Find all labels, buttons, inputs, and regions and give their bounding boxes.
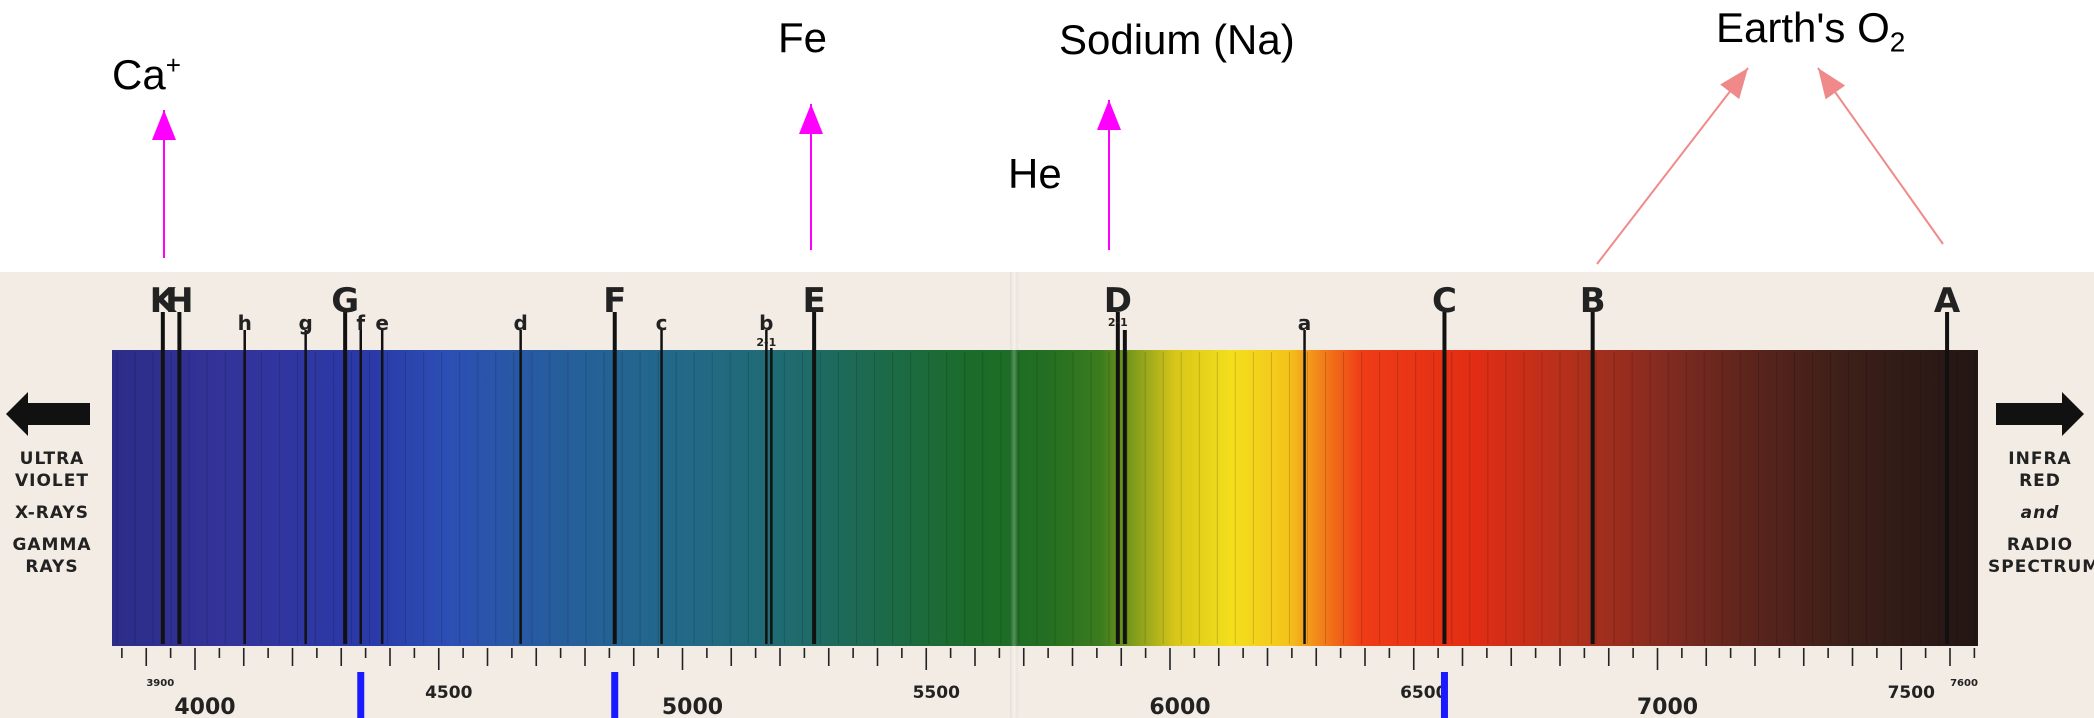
fraunhofer-label-H: H (165, 281, 193, 321)
axis-tick-label-4000: 4000 (174, 695, 235, 718)
axis-tick-label-6500: 6500 (1400, 683, 1447, 703)
axis-small-label-3900: 3900 (146, 678, 174, 689)
axis-tick-label-5000: 5000 (662, 695, 723, 718)
fraunhofer-sublabel-D: 2-1 (1108, 316, 1128, 329)
sodium-label: Sodium (Na) (1059, 16, 1295, 64)
oxygen-arrow-a-head-icon (1818, 68, 1846, 100)
blue-marker-4340 (357, 672, 365, 718)
oxygen-label-text: Earth's O (1716, 4, 1890, 51)
calcium-arrow-head-icon (152, 110, 176, 140)
right-arrow-icon (2062, 392, 2084, 436)
axis-tick-label-6000: 6000 (1149, 695, 1210, 718)
infrared-side-label: INFRA RED and RADIO SPECTRUM (1988, 448, 2094, 578)
oxygen-arrow-b-shaft (1596, 67, 1749, 265)
helium-label: He (1008, 150, 1062, 198)
axis-tick-label-4500: 4500 (425, 683, 472, 703)
fraunhofer-label-C: C (1432, 281, 1457, 321)
sodium-arrow-head-icon (1097, 100, 1121, 130)
blue-marker-4861 (611, 672, 619, 718)
fraunhofer-label-K: K (150, 281, 178, 321)
ultraviolet-side-label: ULTRA VIOLET X-RAYS GAMMA RAYS (2, 448, 102, 578)
axis-tick-label-7000: 7000 (1637, 695, 1698, 718)
fraunhofer-label-G: G (331, 281, 359, 321)
fraunhofer-label-g: g (298, 311, 312, 335)
fraunhofer-label-a: a (1298, 311, 1312, 335)
fraunhofer-label-f: f (356, 311, 365, 335)
fraunhofer-label-b: b (759, 311, 773, 335)
plate-fold (1010, 272, 1018, 718)
axis-tick-label-5500: 5500 (913, 683, 960, 703)
fraunhofer-label-F: F (603, 281, 626, 321)
oxygen-subscript: 2 (1889, 26, 1906, 58)
side-left-line: VIOLET (15, 471, 89, 491)
iron-label: Fe (778, 14, 827, 62)
fraunhofer-label-B: B (1580, 281, 1606, 321)
blue-marker-6563 (1440, 672, 1448, 718)
sodium-label-text: Sodium (Na) (1059, 16, 1295, 63)
fraunhofer-label-E: E (803, 281, 826, 321)
right-arrow-shaft (1996, 403, 2062, 425)
oxygen-label: Earth's O2 (1716, 4, 1905, 58)
iron-arrow-head-icon (799, 104, 823, 134)
oxygen-arrow-a-shaft (1817, 67, 1944, 245)
side-right-line: SPECTRUM (1988, 557, 2094, 577)
left-arrow-shaft (26, 403, 90, 425)
side-left-line: X-RAYS (15, 503, 89, 523)
side-left-line: RAYS (25, 557, 79, 577)
fraunhofer-label-e: e (375, 311, 389, 335)
iron-label-text: Fe (778, 14, 828, 61)
side-right-line: RADIO (2006, 535, 2074, 555)
calcium-charge: + (165, 50, 181, 80)
fraunhofer-label-c: c (656, 311, 668, 335)
left-arrow-icon (6, 392, 28, 436)
side-right-line: INFRA (2008, 449, 2072, 469)
side-right-line: RED (2019, 471, 2061, 491)
calcium-label-text: Ca (112, 51, 166, 98)
fraunhofer-label-D: D (1104, 281, 1132, 321)
spectrum-strip (112, 350, 1978, 646)
fraunhofer-label-h: h (238, 311, 252, 335)
oxygen-arrow-b-head-icon (1720, 68, 1748, 100)
calcium-label: Ca+ (112, 50, 181, 99)
fraunhofer-label-A: A (1934, 281, 1961, 321)
side-left-line: ULTRA (19, 449, 85, 469)
side-right-line: and (2020, 503, 2060, 523)
axis-small-label-7600: 7600 (1950, 678, 1978, 689)
axis-tick-label-7500: 7500 (1888, 683, 1935, 703)
fraunhofer-label-d: d (513, 311, 527, 335)
fraunhofer-sublabel-b: 2-1 (756, 336, 776, 349)
side-left-line: GAMMA (12, 535, 92, 555)
helium-label-text: He (1008, 150, 1062, 197)
